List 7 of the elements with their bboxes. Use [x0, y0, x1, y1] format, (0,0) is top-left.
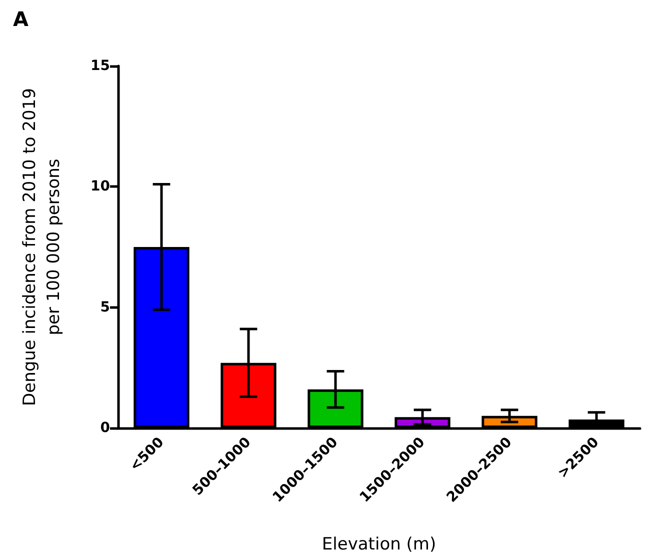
y-axis-title: Dengue incidence from 2010 to 2019 per 100 000 persons — [20, 88, 64, 406]
x-axis-title: Elevation (m) — [322, 534, 436, 554]
y-tick-label: 15 — [90, 58, 110, 74]
chart-title: A — [13, 7, 29, 31]
y-tick-label: 0 — [100, 420, 110, 436]
y-tick-label: 5 — [100, 299, 110, 316]
y-tick-label: 10 — [90, 178, 110, 195]
